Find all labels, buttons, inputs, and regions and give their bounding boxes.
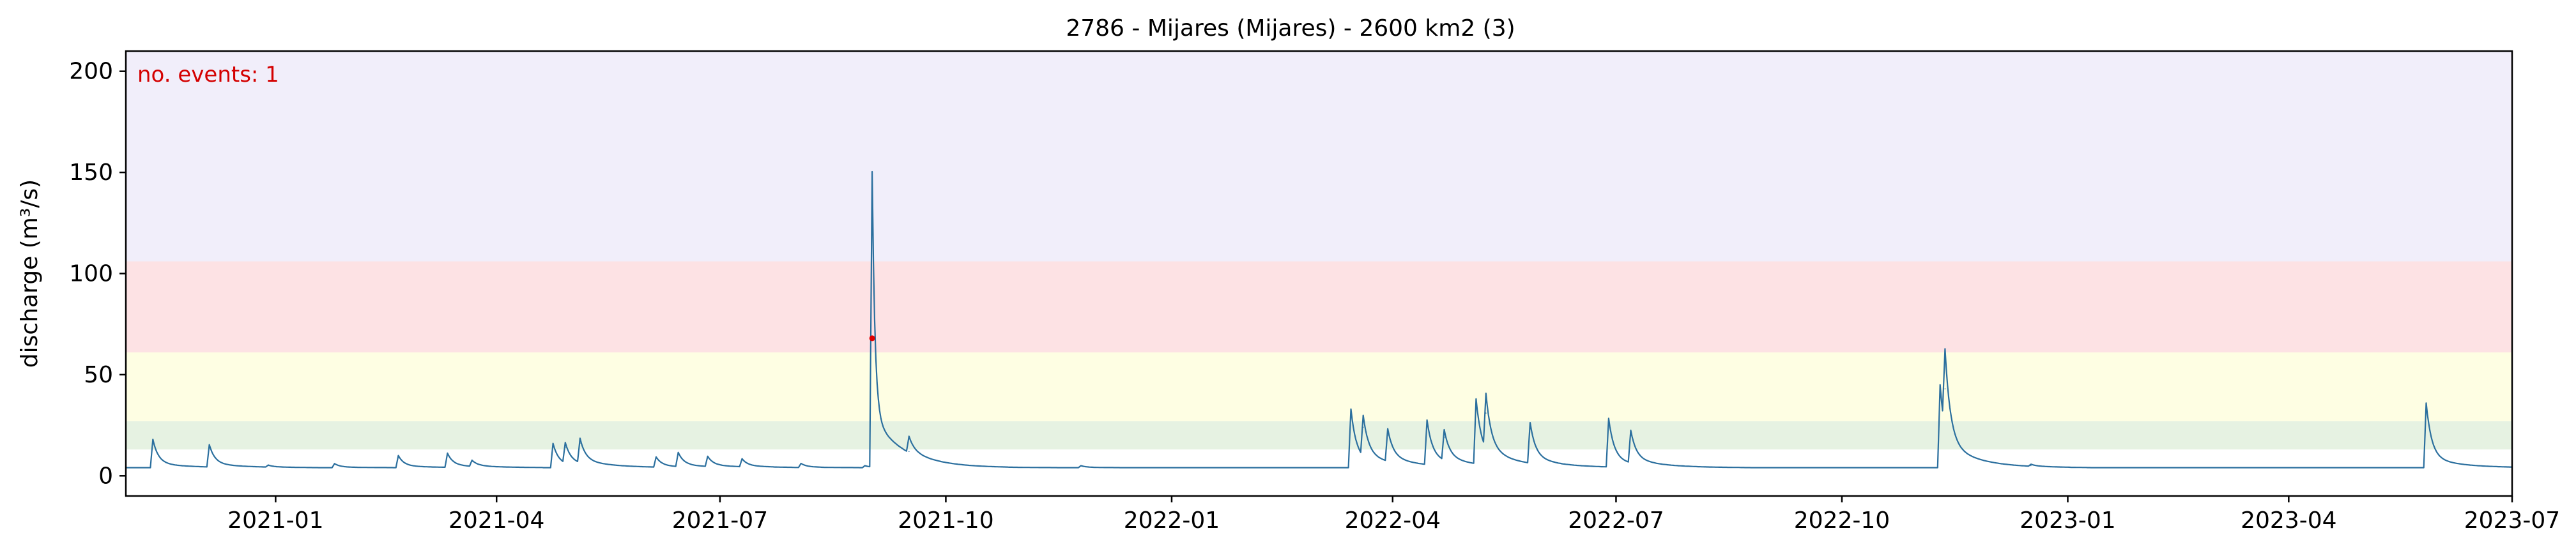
series-peak-point [1426,423,1428,424]
threshold-band-3 [126,261,2512,353]
series-peak-point [1485,412,1487,414]
series-peak-point [2030,465,2032,467]
y-axis: 0 50 100 150 200 [69,59,126,489]
events-layer [869,335,875,342]
series-peak-point [268,465,269,467]
series-peak-point [1362,426,1364,428]
threshold-band-4 [126,51,2512,262]
series-peak-point [1944,388,1946,389]
series-peak-point [334,463,335,465]
series-peak-point [579,442,581,444]
y-axis-label: discharge (m³/s) [17,179,43,368]
y-tick-label: 50 [84,362,113,388]
series-peak-point [1608,418,1609,420]
series-peak-point [871,172,873,173]
x-tick-label: 2021-01 [227,507,323,534]
x-tick-label: 2023-04 [2241,507,2336,534]
series-peak-point [1443,437,1445,438]
series-peak-point [447,453,448,455]
x-tick-label: 2023-01 [2020,507,2115,534]
x-tick-label: 2023-07 [2464,507,2560,534]
series-peak-point [1350,408,1352,410]
threshold-band-1 [126,421,2512,450]
series-peak-point [1630,435,1632,436]
series-peak-point [208,444,210,446]
series-peak-point [397,455,399,456]
series-peak-point [677,453,679,455]
series-peak-point [800,463,802,465]
x-tick-label: 2022-10 [1794,507,1890,534]
series-peak-point [552,442,554,444]
series-peak-point [908,451,910,453]
chart-title: 2786 - Mijares (Mijares) - 2600 km2 (3) [1066,15,1515,41]
y-tick-label: 100 [69,261,113,287]
x-tick-label: 2022-07 [1568,507,1664,534]
series-peak-point [707,457,709,458]
x-tick-label: 2021-07 [672,507,768,534]
series-peak-point [152,439,154,440]
series-peak-point [2425,402,2427,404]
x-tick-label: 2022-01 [1124,507,1220,534]
y-tick-label: 0 [98,463,113,489]
series-peak-point [565,447,566,448]
series-peak-point [1939,384,1941,386]
x-tick-label: 2021-04 [448,507,544,534]
series-peak-point [1529,426,1531,428]
x-tick-label: 2021-10 [898,507,993,534]
x-axis: 2021-01 2021-04 2021-07 2021-10 2022-01 2022-… [227,496,2560,534]
series-peak-point [656,457,657,458]
series-peak-point [471,461,473,462]
series-peak-point [1080,465,1082,467]
series-peak-point [1387,435,1388,436]
threshold-bands [126,51,2512,450]
y-tick-label: 200 [69,59,113,85]
x-tick-label: 2022-04 [1345,507,1441,534]
events-count-annotation: no. events: 1 [137,62,279,87]
series-line-1 [126,170,2513,469]
series-peak-point [1475,402,1477,404]
series-layer [126,170,2513,469]
event-marker [869,335,875,342]
series-peak-point [864,465,866,467]
y-tick-label: 150 [69,160,113,186]
threshold-band-2 [126,352,2512,421]
series-peak-point [741,459,743,460]
